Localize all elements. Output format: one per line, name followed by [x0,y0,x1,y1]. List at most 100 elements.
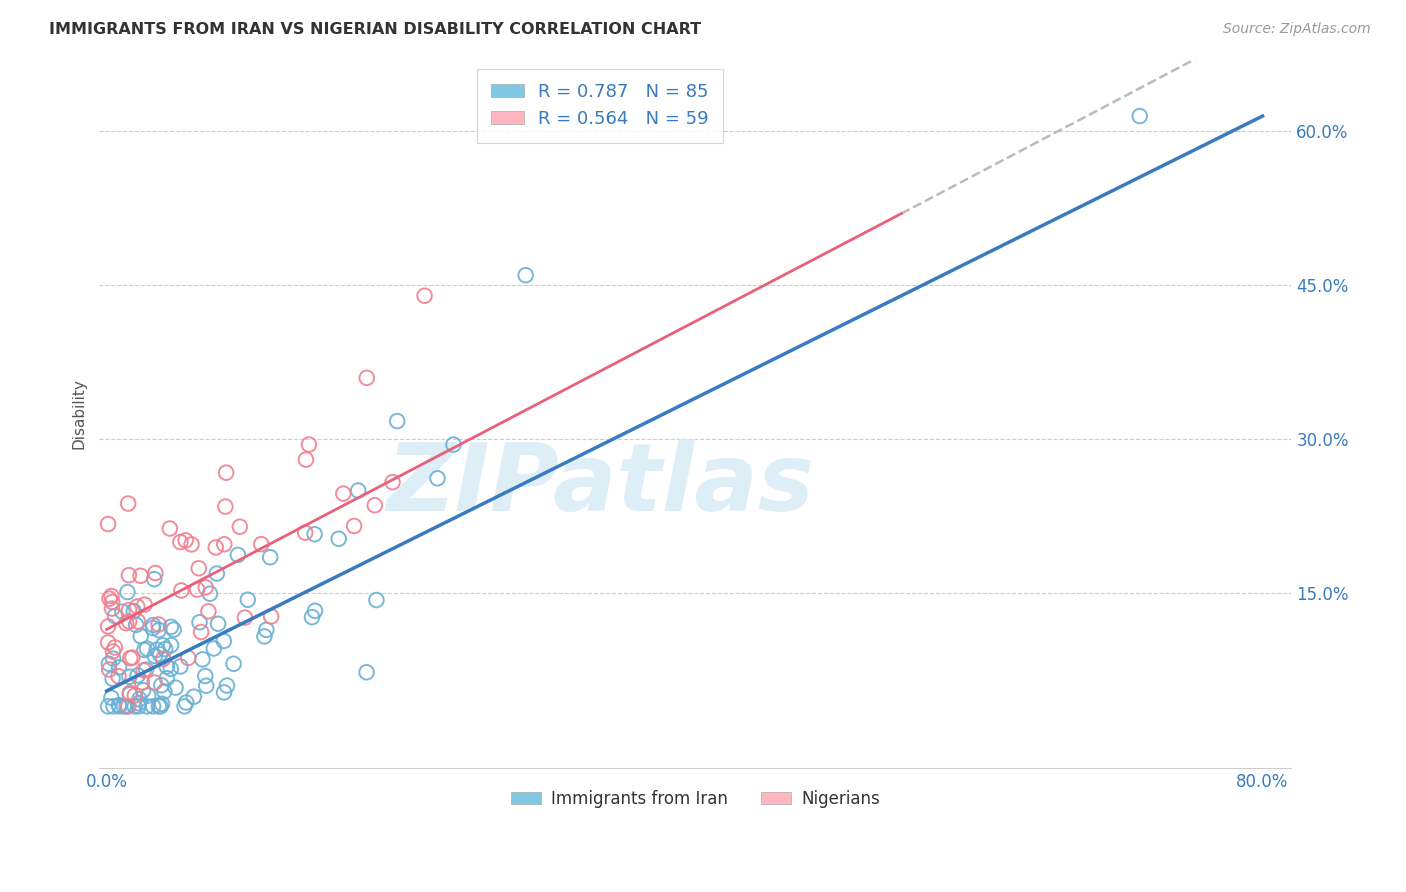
Point [197,604,219,618]
Point [253,629,276,643]
Point [356,371,378,385]
Point [173,699,195,714]
Point [132,683,155,698]
Point [222,657,245,671]
Point [215,679,238,693]
Point [343,519,366,533]
Point [174,696,197,710]
Point [515,268,537,283]
Point [134,598,156,612]
Point [347,483,370,498]
Point [152,639,174,653]
Point [254,623,277,637]
Point [205,566,228,581]
Point [101,672,124,686]
Point [101,651,124,665]
Point [145,642,167,657]
Point [366,593,388,607]
Text: Source: ZipAtlas.com: Source: ZipAtlas.com [1223,22,1371,37]
Point [387,414,409,428]
Point [122,604,145,618]
Point [142,618,165,632]
Point [152,652,174,666]
Point [100,589,122,603]
Point [191,652,214,666]
Point [108,698,131,712]
Point [117,585,139,599]
Point [101,644,124,658]
Point [143,648,166,663]
Point [187,561,209,575]
Point [127,615,149,629]
Point [153,684,176,698]
Point [131,675,153,690]
Point [188,615,211,630]
Point [180,537,202,551]
Point [304,527,326,541]
Point [128,696,150,710]
Point [156,671,179,685]
Point [229,519,252,533]
Point [198,587,221,601]
Point [294,525,316,540]
Point [364,498,387,512]
Point [127,668,149,682]
Point [259,550,281,565]
Point [153,642,176,657]
Point [142,699,165,714]
Point [97,517,120,532]
Point [143,566,166,580]
Point [328,532,350,546]
Point [150,697,173,711]
Point [194,581,217,595]
Point [117,699,139,714]
Point [125,618,148,632]
Point [186,582,208,597]
Point [413,289,436,303]
Y-axis label: Disability: Disability [72,378,86,450]
Point [212,634,235,648]
Point [118,615,141,629]
Point [160,638,183,652]
Point [115,699,138,714]
Point [148,617,170,632]
Point [115,616,138,631]
Point [298,437,321,451]
Point [1129,109,1152,123]
Point [118,670,141,684]
Point [120,651,142,665]
Point [100,690,122,705]
Point [233,610,256,624]
Point [97,619,120,633]
Point [169,535,191,549]
Text: ZIPatlas: ZIPatlas [387,439,814,531]
Point [129,629,152,643]
Point [212,685,235,699]
Point [124,699,146,714]
Legend: Immigrants from Iran, Nigerians: Immigrants from Iran, Nigerians [502,781,889,816]
Point [160,620,183,634]
Point [174,533,197,548]
Point [250,537,273,551]
Point [132,663,155,677]
Point [183,690,205,704]
Point [214,537,236,551]
Point [118,568,141,582]
Point [195,679,218,693]
Point [260,609,283,624]
Point [190,625,212,640]
Point [194,669,217,683]
Point [202,641,225,656]
Point [159,522,181,536]
Point [169,659,191,673]
Point [111,605,134,619]
Point [112,699,135,714]
Point [215,466,238,480]
Point [295,452,318,467]
Point [97,699,120,714]
Point [124,689,146,703]
Point [121,650,143,665]
Point [97,657,120,671]
Point [135,699,157,714]
Point [170,583,193,598]
